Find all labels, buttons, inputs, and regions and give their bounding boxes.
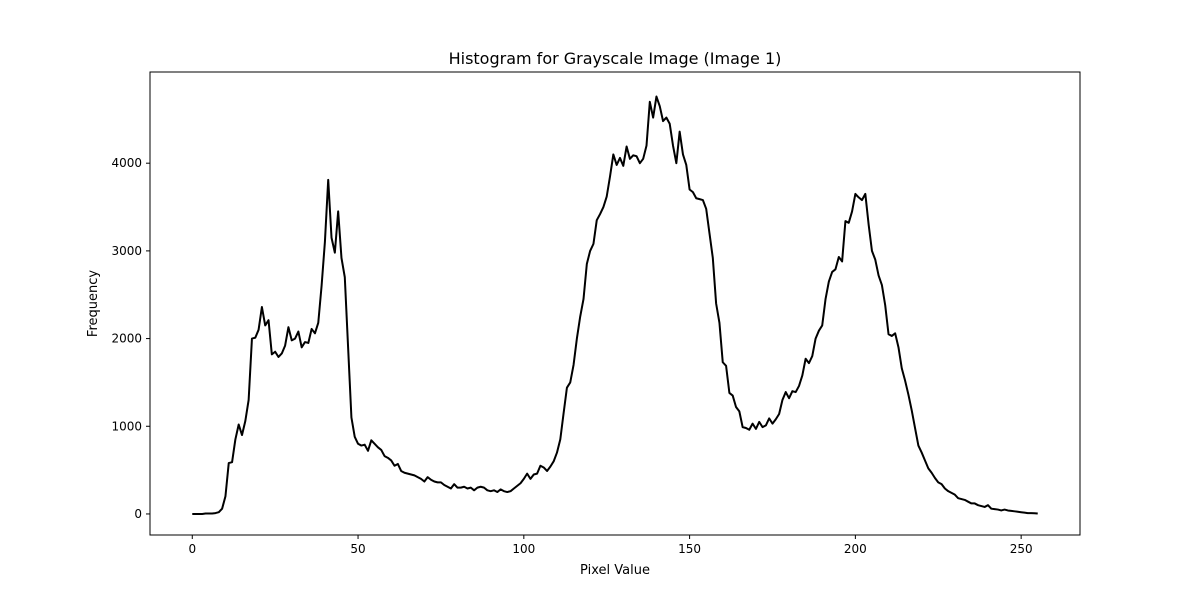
chart-title: Histogram for Grayscale Image (Image 1) (449, 49, 782, 68)
x-axis-label: Pixel Value (580, 563, 650, 578)
histogram-series-line (192, 95, 1038, 515)
plot-frame (149, 71, 1081, 536)
y-tick-label: 3000 (111, 244, 142, 258)
y-tick-label: 0 (134, 507, 142, 521)
x-tick-label: 200 (844, 542, 867, 556)
x-axis-ticks: 0 50 100 150 200 250 (188, 535, 1033, 556)
x-tick-label: 100 (512, 542, 535, 556)
y-tick-label: 4000 (111, 156, 142, 170)
x-tick-label: 0 (188, 542, 196, 556)
x-tick-label: 150 (678, 542, 701, 556)
y-tick-label: 1000 (111, 419, 142, 433)
x-tick-label: 250 (1010, 542, 1033, 556)
y-axis-label: Frequency (86, 270, 101, 337)
y-axis-ticks: 0 1000 2000 3000 4000 (111, 156, 150, 521)
y-tick-label: 2000 (111, 332, 142, 346)
x-tick-label: 50 (350, 542, 365, 556)
